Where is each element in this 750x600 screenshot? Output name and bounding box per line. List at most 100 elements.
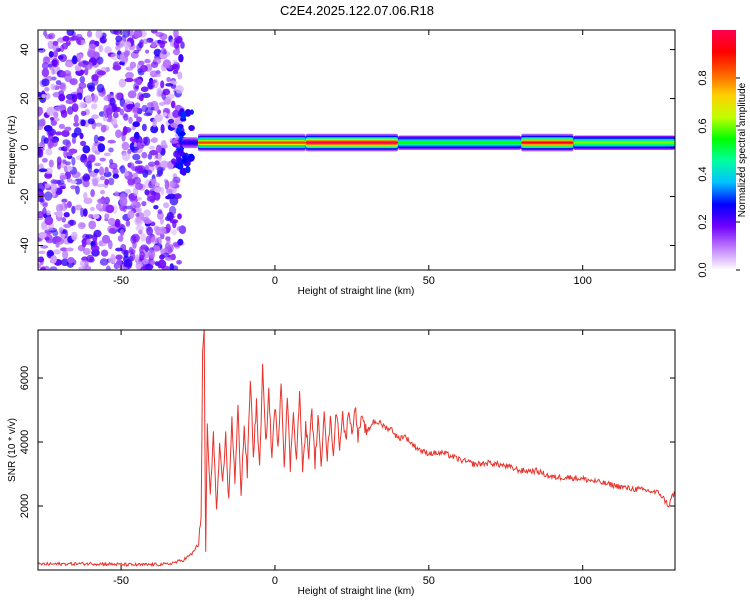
- noise-blob: [62, 159, 67, 164]
- noise-blob: [96, 83, 105, 93]
- noise-blob: [39, 198, 45, 203]
- noise-blob: [109, 158, 114, 165]
- snr-series: [38, 330, 675, 568]
- noise-blob: [45, 210, 51, 216]
- x-tick-label: 50: [423, 575, 435, 587]
- band-segment: [521, 141, 574, 144]
- noise-blob: [80, 207, 85, 218]
- noise-blob: [136, 78, 142, 86]
- noise-blob: [170, 122, 178, 128]
- noise-blob: [142, 38, 149, 45]
- noise-blob: [86, 30, 93, 38]
- noise-blob: [159, 160, 169, 168]
- noise-blob: [38, 168, 48, 173]
- x-tick-label: 0: [272, 575, 278, 587]
- noise-blob: [160, 47, 167, 55]
- noise-blob: [57, 55, 64, 60]
- noise-blob: [171, 158, 177, 165]
- noise-blob: [142, 258, 149, 265]
- noise-blob: [53, 111, 59, 119]
- noise-blob: [95, 203, 102, 211]
- noise-blob: [78, 61, 85, 67]
- noise-blob: [129, 197, 139, 203]
- noise-blob: [44, 236, 50, 241]
- noise-blob: [133, 113, 139, 119]
- x-tick-label: 0: [272, 275, 278, 287]
- noise-blob: [141, 151, 148, 159]
- noise-blob: [160, 124, 165, 134]
- noise-blob: [38, 250, 46, 255]
- noise-blob: [101, 249, 109, 257]
- noise-blob: [174, 193, 182, 200]
- noise-blob: [162, 59, 172, 69]
- noise-blob: [38, 47, 46, 53]
- noise-blob: [109, 30, 119, 35]
- noise-blob: [63, 149, 68, 159]
- noise-blob: [165, 195, 173, 200]
- noise-blob: [48, 51, 54, 58]
- spectrogram-noise-region: [38, 30, 195, 270]
- noise-blob: [177, 238, 184, 246]
- noise-blob: [87, 118, 95, 125]
- noise-blob: [71, 171, 81, 179]
- snr-axes: -50 0 50 100 2000 4000 6000: [19, 330, 675, 587]
- noise-blob: [165, 83, 174, 87]
- noise-blob: [50, 83, 56, 91]
- noise-blob: [67, 106, 74, 115]
- noise-blob: [176, 226, 183, 232]
- y-tick-label: 20: [19, 92, 31, 104]
- noise-blob: [172, 48, 180, 56]
- noise-blob: [105, 204, 115, 214]
- noise-blob: [108, 147, 114, 153]
- noise-blob: [139, 251, 146, 260]
- noise-blob: [82, 145, 91, 154]
- y-tick-label: 4000: [19, 430, 31, 454]
- noise-blob: [124, 189, 132, 194]
- noise-blob: [170, 253, 176, 261]
- noise-blob: [151, 61, 159, 68]
- noise-blob: [71, 205, 76, 214]
- noise-blob: [75, 185, 80, 195]
- noise-blob: [50, 254, 57, 264]
- noise-blob: [80, 119, 86, 127]
- noise-blob: [44, 92, 51, 100]
- noise-blob: [52, 44, 60, 51]
- noise-blob: [128, 246, 134, 255]
- noise-blob: [135, 254, 140, 261]
- noise-blob: [56, 203, 63, 213]
- noise-blob: [38, 182, 46, 192]
- noise-blob: [148, 249, 156, 259]
- noise-blob: [175, 163, 184, 169]
- noise-blob: [115, 254, 123, 260]
- noise-blob: [169, 219, 179, 224]
- noise-blob: [91, 103, 98, 110]
- noise-blob: [141, 123, 147, 132]
- noise-blob: [152, 245, 161, 252]
- band-segment: [398, 141, 522, 144]
- noise-blob: [110, 253, 116, 262]
- noise-blob: [46, 106, 56, 116]
- noise-blob: [85, 234, 94, 239]
- noise-blob: [136, 142, 142, 149]
- noise-blob: [121, 141, 130, 151]
- x-tick-label: 50: [423, 275, 435, 287]
- noise-blob: [175, 85, 184, 94]
- noise-blob: [152, 73, 161, 78]
- noise-blob: [149, 260, 156, 265]
- band-segment: [198, 141, 306, 144]
- noise-blob: [127, 210, 135, 219]
- noise-blob: [145, 49, 150, 54]
- noise-blob: [169, 205, 177, 216]
- noise-blob: [38, 232, 47, 239]
- noise-blob: [149, 79, 157, 84]
- noise-blob: [71, 137, 77, 144]
- y-tick-label: -20: [19, 189, 31, 205]
- noise-blob: [40, 266, 46, 270]
- noise-blob: [182, 155, 187, 160]
- noise-blob: [115, 129, 122, 138]
- noise-blob: [77, 222, 86, 230]
- noise-blob: [134, 165, 144, 175]
- x-tick-label: 100: [574, 275, 592, 287]
- noise-blob: [82, 175, 87, 182]
- noise-blob: [166, 76, 171, 83]
